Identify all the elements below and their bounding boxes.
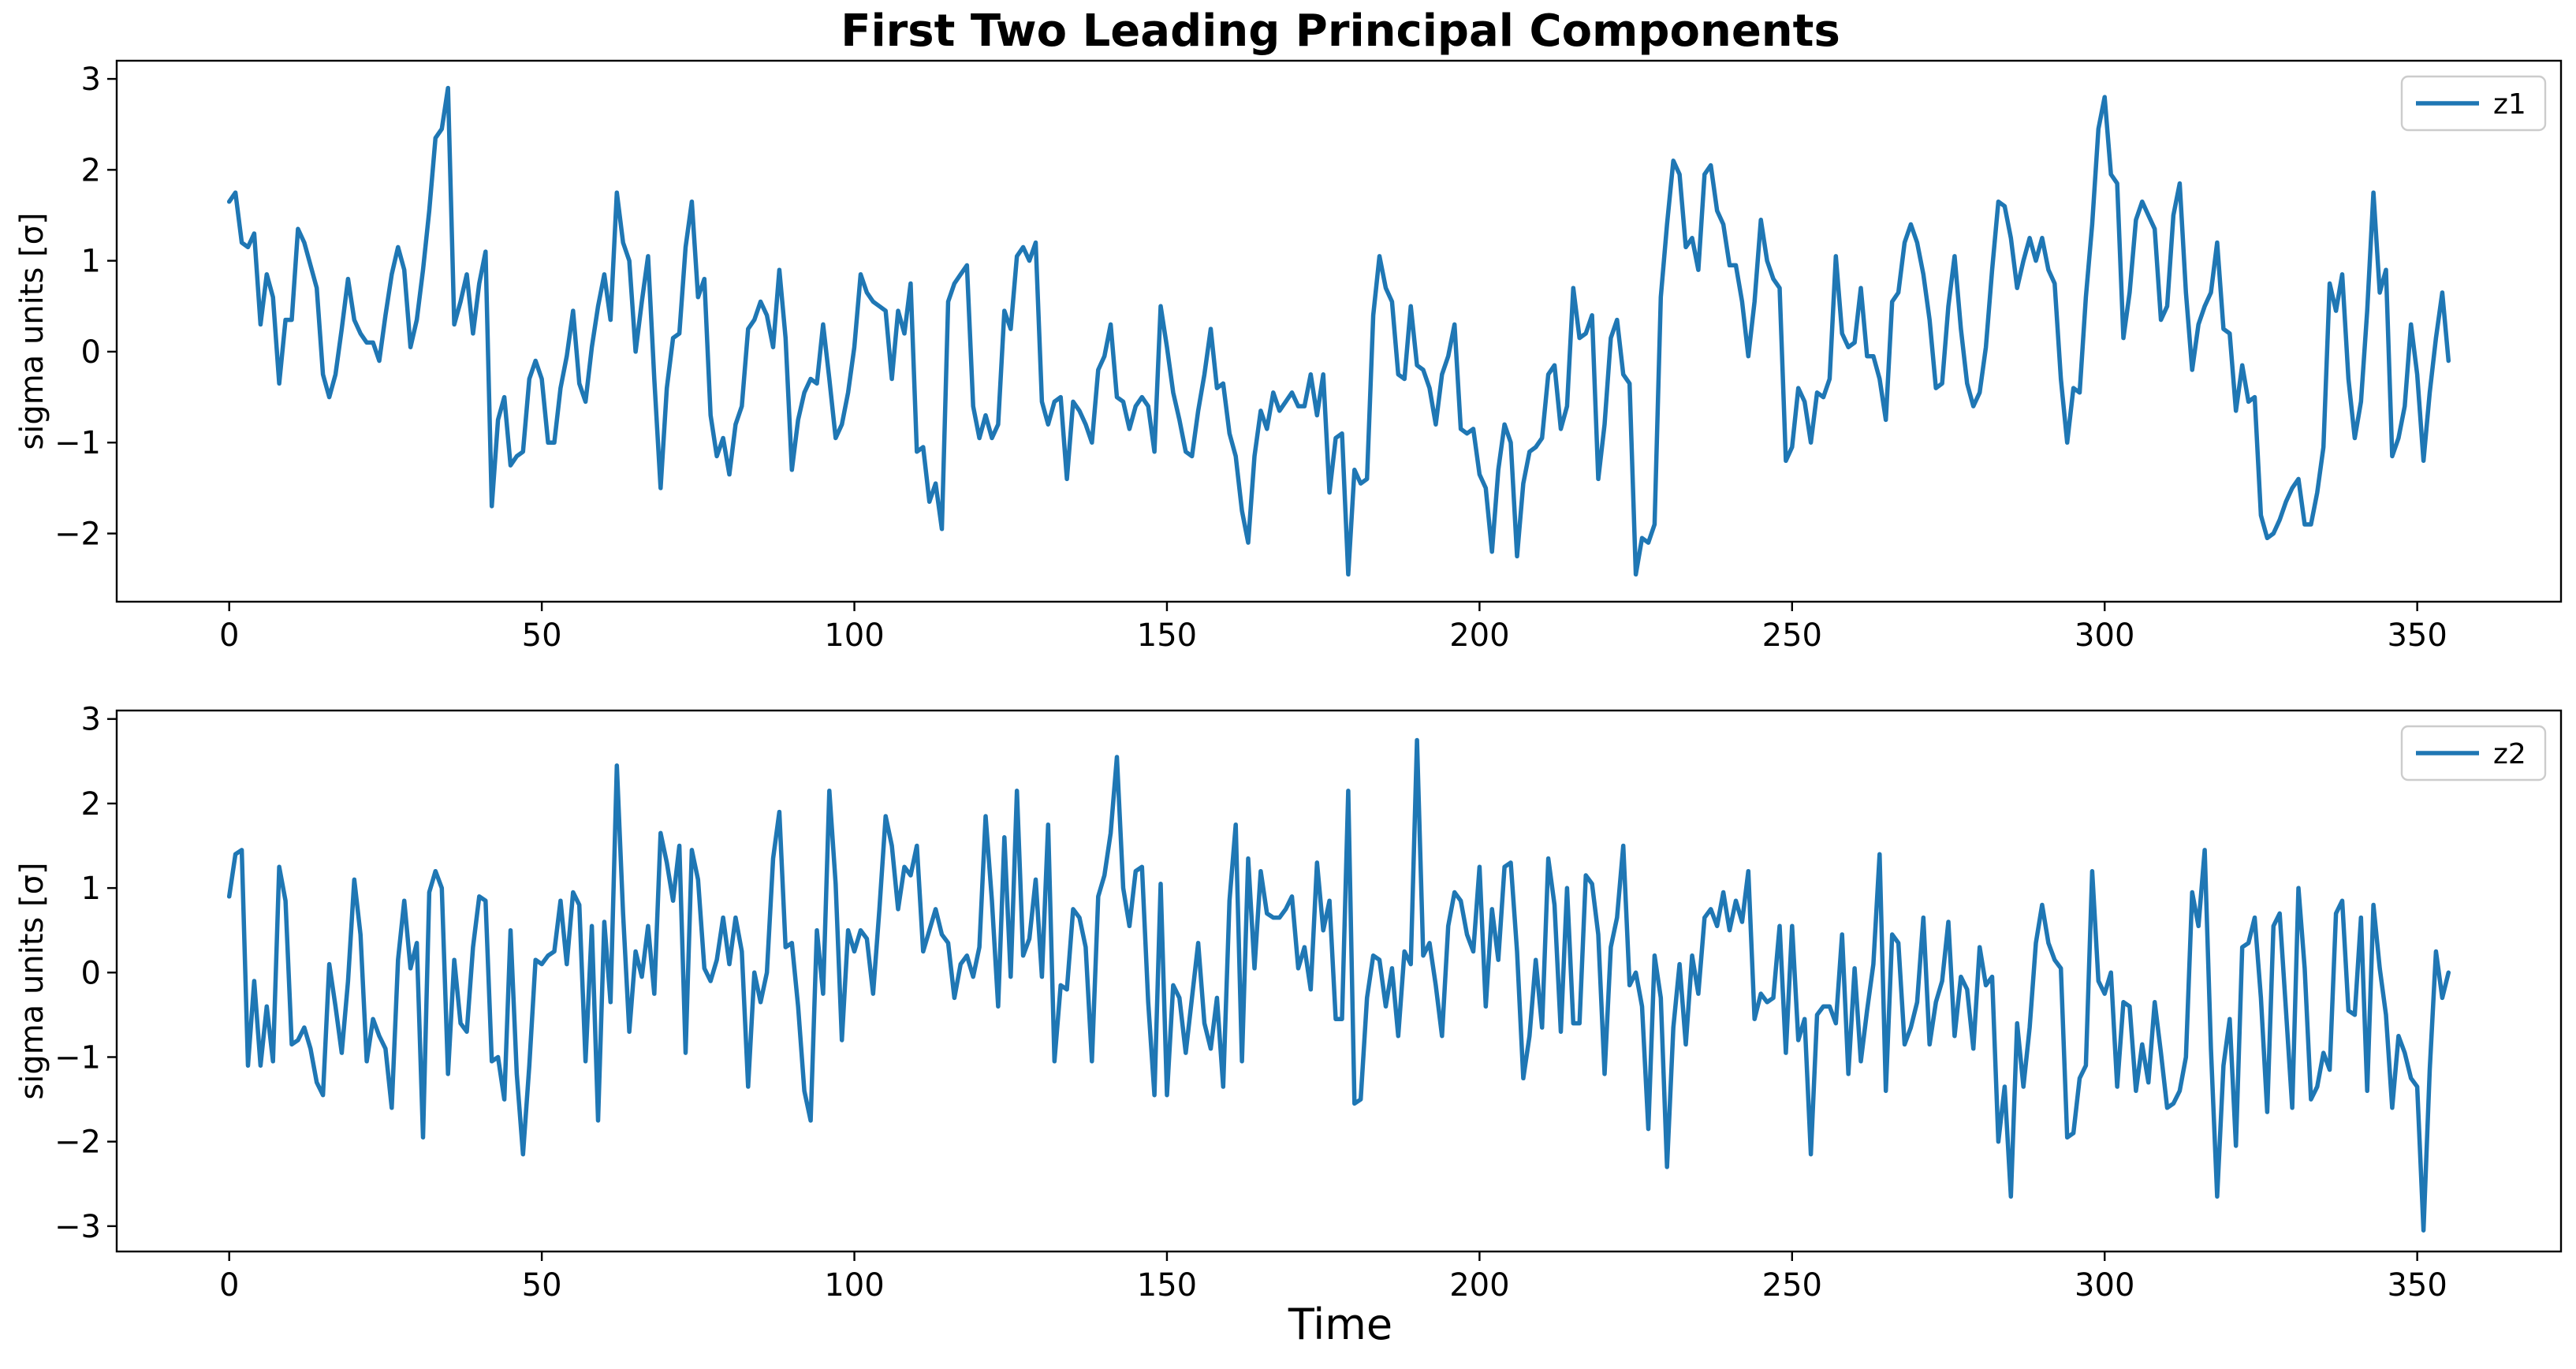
legend-label: z1 (2493, 88, 2526, 121)
axes-frame (115, 59, 2563, 603)
x-tick-label: 350 (2387, 1267, 2447, 1304)
x-tick-label: 350 (2387, 617, 2447, 654)
y-tick-label: −3 (54, 1209, 101, 1245)
y-tick-label: −1 (54, 425, 101, 461)
y-tick-label: 2 (81, 786, 101, 823)
y-axis-label: sigma units [σ] (14, 862, 50, 1099)
x-axis-label: Time (1288, 1300, 1392, 1349)
axes-frame (115, 709, 2563, 1253)
x-tick-label: 100 (824, 1267, 884, 1304)
y-axis-label: sigma units [σ] (14, 212, 50, 449)
series-line-z2 (226, 737, 2451, 1233)
y-tick-label: 1 (81, 244, 101, 280)
y-tick-label: 1 (81, 871, 101, 907)
chart-title: First Two Leading Principal Components (841, 6, 1840, 57)
panel-z1: 0 50 100 150 200 250 300 350 −2 −1 0 1 2 3 sigma units… (14, 59, 2563, 654)
y-tick-label: −2 (54, 1125, 101, 1161)
x-tick-label: 300 (2075, 617, 2134, 654)
x-tick-label: 200 (1449, 617, 1509, 654)
y-tick-label: −1 (54, 1039, 101, 1076)
y-tick-label: 3 (81, 62, 101, 98)
x-tick-label: 100 (824, 617, 884, 654)
x-tick-label: 0 (219, 1267, 239, 1304)
x-tick-label: 150 (1137, 617, 1197, 654)
legend-label: z2 (2493, 738, 2526, 770)
x-tick-label: 200 (1449, 1267, 1509, 1304)
x-tick-label: 250 (1762, 1267, 1822, 1304)
x-tick-label: 0 (219, 617, 239, 654)
x-tick-label: 250 (1762, 617, 1822, 654)
y-tick-label: 3 (81, 702, 101, 738)
y-tick-label: −2 (54, 517, 101, 553)
y-tick-label: 2 (81, 152, 101, 188)
panel-z2: 0 50 100 150 200 250 300 350 −3 −2 −1 0 1 2 3 sigma uni… (14, 702, 2563, 1304)
x-tick-label: 50 (522, 1267, 562, 1304)
y-tick-label: 0 (81, 334, 101, 371)
series-line-z1 (226, 85, 2451, 577)
x-tick-label: 150 (1137, 1267, 1197, 1304)
y-tick-label: 0 (81, 955, 101, 991)
x-tick-label: 300 (2075, 1267, 2134, 1304)
x-tick-label: 50 (522, 617, 562, 654)
